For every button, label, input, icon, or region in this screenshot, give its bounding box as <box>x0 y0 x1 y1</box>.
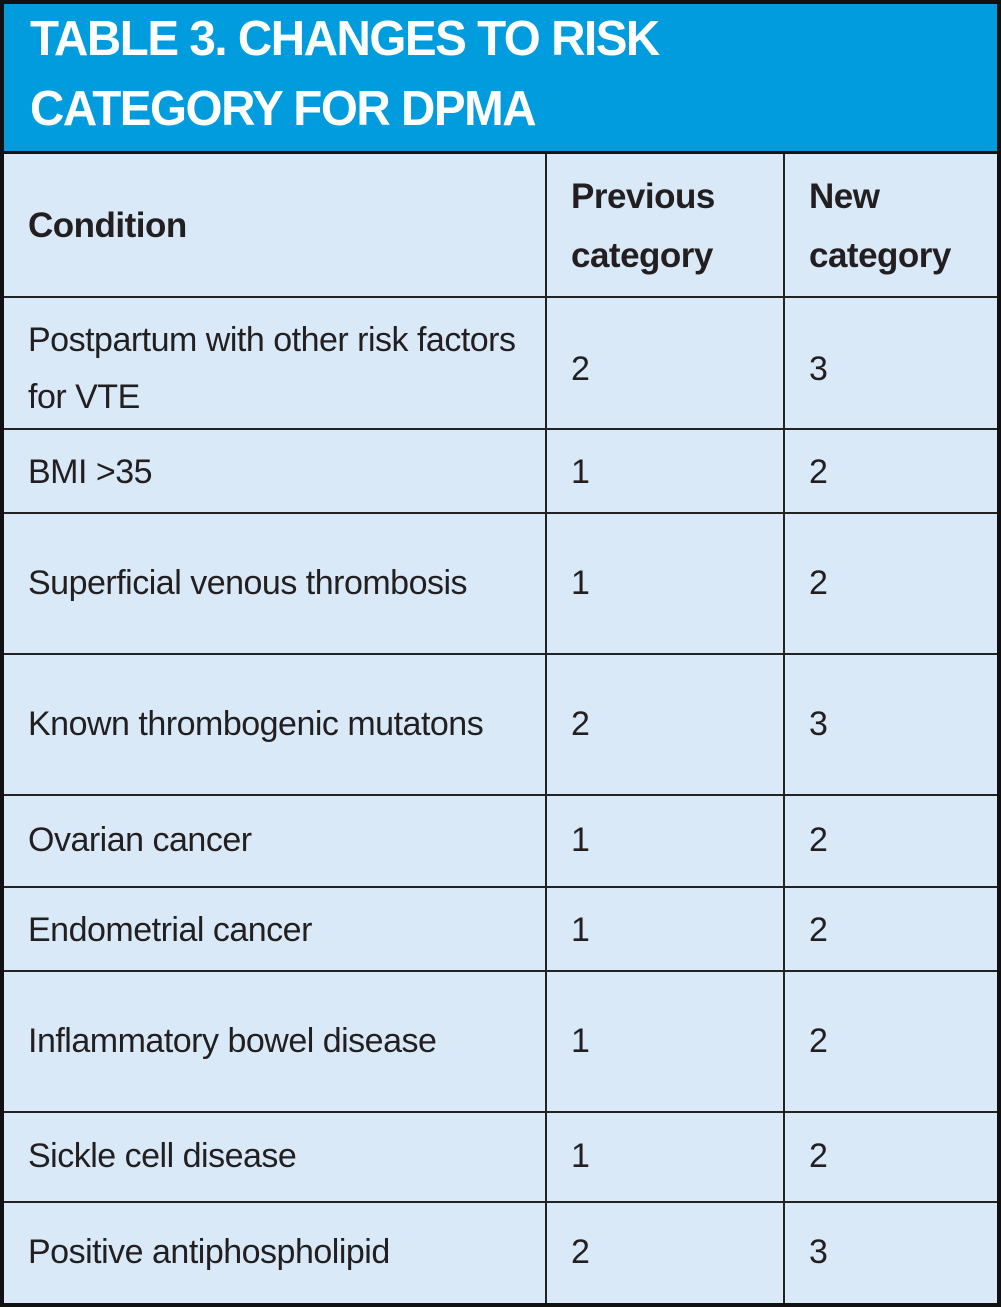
new-category-cell: 2 <box>783 888 997 974</box>
condition-text: Superficial venous thrombosis <box>28 563 468 602</box>
condition-cell: Endometrial cancer <box>4 888 545 973</box>
new-category-cell: 2 <box>783 796 997 886</box>
table-row: Endometrial cancer 1 2 <box>4 886 997 974</box>
previous-category-cell: 1 <box>545 514 783 653</box>
column-header-previous-category: Previous category <box>545 154 783 300</box>
previous-category-cell: 1 <box>545 1113 783 1201</box>
condition-cell: Known thrombogenic mutatons <box>4 655 545 794</box>
table-row: Superficial venous thrombosis 1 2 <box>4 512 997 653</box>
table-title-line-2: CATEGORY FOR DPMA <box>30 81 537 136</box>
previous-category-cell: 1 <box>545 796 783 886</box>
condition-text: Inflammatory bowel disease <box>28 1021 437 1060</box>
column-header-condition: Condition <box>4 154 545 300</box>
table-title-line-1: TABLE 3. CHANGES TO RISK <box>30 11 660 66</box>
previous-category-cell: 1 <box>545 888 783 974</box>
condition-cell: BMI >35 <box>4 430 545 515</box>
table-row: Known thrombogenic mutatons 2 3 <box>4 653 997 794</box>
risk-category-table: Condition Previous category New category… <box>4 154 997 1303</box>
previous-category-cell: 2 <box>545 1203 783 1303</box>
condition-cell: Positive antiphospholipid <box>4 1203 545 1303</box>
previous-category-cell: 2 <box>545 655 783 794</box>
condition-text: Sickle cell disease <box>28 1137 297 1176</box>
condition-text: Endometrial cancer <box>28 911 312 949</box>
condition-cell: Postpartum with other risk factors for V… <box>4 298 545 440</box>
table-row: Ovarian cancer 1 2 <box>4 794 997 886</box>
condition-cell: Sickle cell disease <box>4 1113 545 1201</box>
table-row: Inflammatory bowel disease 1 2 <box>4 970 997 1111</box>
table-title-band: TABLE 3. CHANGES TO RISK CATEGORY FOR DP… <box>4 4 997 154</box>
table-row: Sickle cell disease 1 2 <box>4 1111 997 1201</box>
condition-cell: Inflammatory bowel disease <box>4 972 545 1111</box>
condition-cell: Superficial venous thrombosis <box>4 514 545 653</box>
previous-category-cell: 1 <box>545 972 783 1111</box>
column-header-new-category: New category <box>783 154 997 300</box>
new-category-cell: 2 <box>783 1113 997 1201</box>
table-row: BMI >35 1 2 <box>4 428 997 516</box>
table-row: Positive antiphospholipid 2 3 <box>4 1201 997 1303</box>
condition-text: BMI >35 <box>28 453 153 491</box>
condition-text: Ovarian cancer <box>28 821 252 860</box>
condition-text: Postpartum with other risk factors for V… <box>28 321 516 417</box>
table-header-row: Condition Previous category New category <box>4 154 997 300</box>
condition-cell: Ovarian cancer <box>4 796 545 886</box>
column-header-new-label: New category <box>809 177 951 275</box>
table-row: Postpartum with other risk factors for V… <box>4 296 997 441</box>
new-category-cell: 3 <box>783 655 997 794</box>
new-category-cell: 3 <box>783 1203 997 1303</box>
condition-text: Known thrombogenic mutatons <box>28 704 484 743</box>
new-category-cell: 2 <box>783 514 997 653</box>
previous-category-cell: 1 <box>545 430 783 516</box>
previous-category-cell: 2 <box>545 298 783 441</box>
column-header-previous-label: Previous category <box>571 177 715 275</box>
new-category-cell: 2 <box>783 972 997 1111</box>
new-category-cell: 2 <box>783 430 997 516</box>
condition-text: Positive antiphospholipid <box>28 1233 390 1272</box>
column-header-condition-label: Condition <box>28 206 187 246</box>
new-category-cell: 3 <box>783 298 997 441</box>
